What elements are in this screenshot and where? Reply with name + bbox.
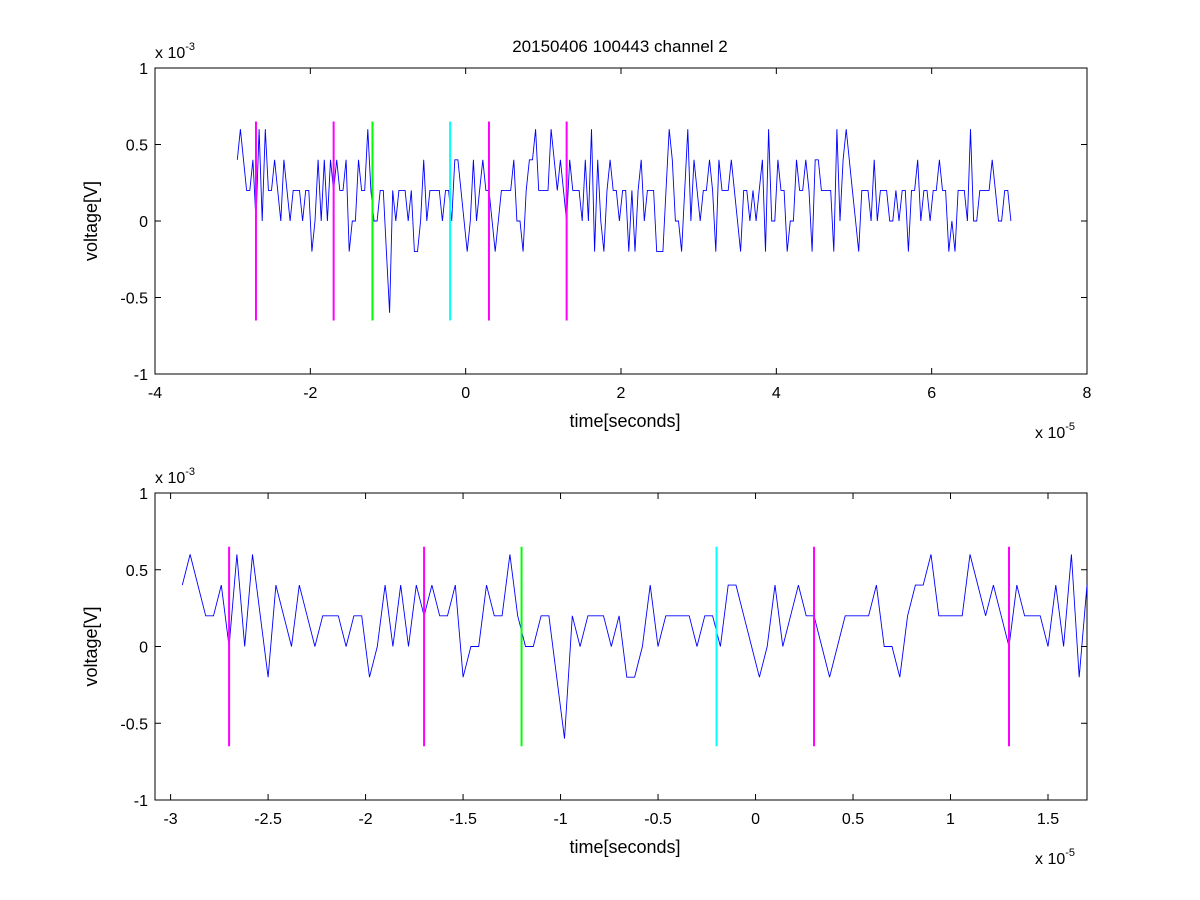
y-tick-label: 0.5 (126, 138, 148, 155)
y-tick-label: 0 (139, 640, 148, 657)
x-tick-label: 0 (751, 811, 760, 828)
signal-series-line (236, 129, 1012, 313)
figure-title: 20150406 100443 channel 2 (512, 37, 728, 56)
x-tick-label: -3 (163, 811, 177, 828)
y-tick-label: 0.5 (126, 563, 148, 580)
x-tick-label: 4 (772, 385, 781, 402)
y-multiplier: x 10-3 (155, 466, 195, 487)
y-tick-label: -0.5 (120, 716, 148, 733)
x-tick-label: -2 (358, 811, 372, 828)
y-axis-label: voltage[V] (81, 606, 101, 686)
y-tick-label: 0 (139, 214, 148, 231)
x-tick-label: -0.5 (644, 811, 672, 828)
y-tick-label: -0.5 (120, 291, 148, 308)
y-axis-label: voltage[V] (81, 181, 101, 261)
x-tick-label: 8 (1083, 385, 1092, 402)
x-tick-label: 0 (461, 385, 470, 402)
x-tick-label: -1.5 (449, 811, 477, 828)
x-axis-label: time[seconds] (569, 411, 680, 431)
x-tick-label: 1.5 (1037, 811, 1059, 828)
x-tick-label: -1 (553, 811, 567, 828)
x-tick-label: 1 (946, 811, 955, 828)
axes-frame (154, 492, 1088, 801)
x-tick-label: 2 (617, 385, 626, 402)
subplot-2: -3 -2.5 -2 -1.5 -1 -0.5 0 0.5 1 1.5 -1 -0.5 0 0.5 1 tim… (81, 466, 1088, 868)
y-tick-label: 1 (139, 61, 148, 78)
x-tick-label: -4 (148, 385, 162, 402)
y-tick-label: -1 (134, 793, 148, 810)
x-tick-label: 6 (927, 385, 936, 402)
x-tick-label: -2.5 (254, 811, 282, 828)
y-tick-label: 1 (139, 486, 148, 503)
x-tick-label: 0.5 (842, 811, 864, 828)
x-multiplier: x 10-5 (1035, 421, 1075, 442)
x-multiplier: x 10-5 (1035, 847, 1075, 868)
x-tick-label: -2 (303, 385, 317, 402)
y-multiplier: x 10-3 (155, 41, 195, 62)
x-axis-label: time[seconds] (569, 837, 680, 857)
subplot-1: -4 -2 0 2 4 6 8 -1 -0.5 0 0.5 1 time[seconds] voltage… (81, 41, 1092, 442)
signal-series-line (181, 554, 1087, 739)
y-tick-label: -1 (134, 367, 148, 384)
